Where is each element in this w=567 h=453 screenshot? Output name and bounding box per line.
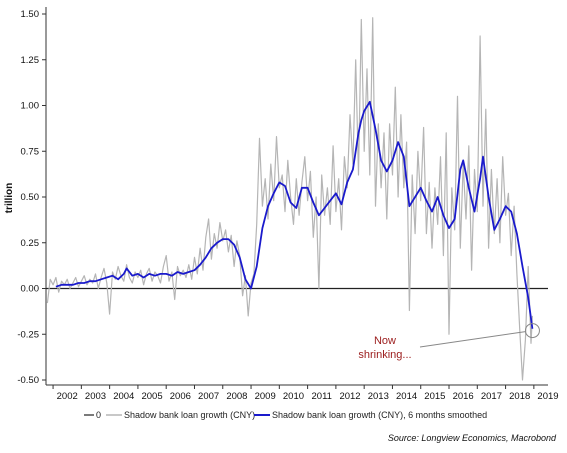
x-tick-label: 2016 <box>453 391 474 402</box>
series-layer <box>46 17 534 381</box>
x-tick-label: 2017 <box>481 391 502 402</box>
y-tick-label: 0.50 <box>21 192 40 203</box>
x-tick-label: 2018 <box>509 391 530 402</box>
annotation: Now shrinking... <box>358 323 540 361</box>
x-tick-label: 2005 <box>141 391 162 402</box>
legend: 0 Shadow bank loan growth (CNY) Shadow b… <box>84 410 487 420</box>
y-tick-label: -0.25 <box>17 329 39 340</box>
legend-label-zero: 0 <box>96 410 101 420</box>
x-tick-label: 2003 <box>85 391 106 402</box>
x-tick-label: 2013 <box>368 391 389 402</box>
legend-label-smoothed: Shadow bank loan growth (CNY), 6 months … <box>272 410 487 420</box>
source-note: Source: Longview Economics, Macrobond <box>388 433 557 443</box>
y-tick-label: 0.75 <box>21 146 40 157</box>
x-tick-label: 2008 <box>226 391 247 402</box>
y-tick-label: 0.00 <box>21 284 40 295</box>
y-tick-label: 1.00 <box>21 101 40 112</box>
legend-label-raw: Shadow bank loan growth (CNY) <box>124 410 255 420</box>
series-line-raw <box>46 17 533 381</box>
y-tick-label: 1.50 <box>21 9 40 20</box>
series-line-smoothed <box>55 100 534 329</box>
annotation-circle <box>524 323 540 339</box>
x-tick-label: 2007 <box>198 391 219 402</box>
annotation-leader-line <box>419 331 526 348</box>
x-tick-label: 2010 <box>283 391 304 402</box>
annotation-text-line2: shrinking... <box>358 349 411 361</box>
x-tick-label: 2002 <box>57 391 78 402</box>
x-tick-label: 2011 <box>312 391 332 402</box>
x-tick-label: 2019 <box>537 391 558 402</box>
y-axis-ticks: 1.50 1.25 1.00 0.75 0.50 0.25 0.00 -0.25 -0.50 <box>17 9 46 386</box>
plot-axes <box>45 7 548 386</box>
x-tick-label: 2004 <box>113 391 134 402</box>
y-tick-label: 1.25 <box>21 55 40 66</box>
x-tick-label: 2014 <box>396 391 417 402</box>
annotation-text-line1: Now <box>374 335 396 347</box>
x-tick-label: 2015 <box>424 391 445 402</box>
y-tick-label: -0.50 <box>17 375 39 386</box>
x-tick-label: 2006 <box>170 391 191 402</box>
x-tick-label: 2012 <box>339 391 360 402</box>
x-tick-label: 2009 <box>255 391 276 402</box>
x-axis-ticks: 2002 2003 2004 2005 2006 2007 2008 2009 2010 2011… <box>52 385 559 402</box>
y-tick-label: 0.25 <box>21 238 40 249</box>
y-axis-title: trillion <box>4 183 15 214</box>
